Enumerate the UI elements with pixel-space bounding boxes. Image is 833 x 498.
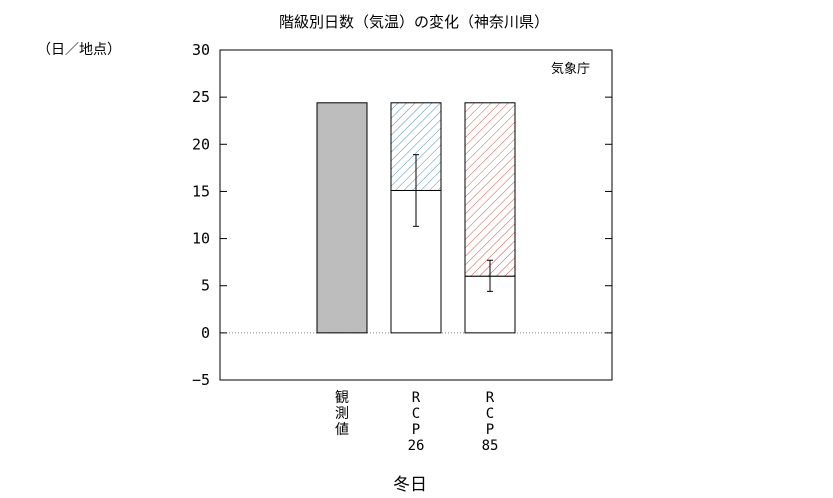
category-label: R	[412, 390, 421, 406]
category-label: P	[486, 422, 494, 438]
category-label: 26	[408, 438, 425, 454]
y-tick-label: −5	[192, 371, 210, 389]
category-label: R	[486, 390, 495, 406]
plot-frame	[219, 49, 613, 381]
category-label: 85	[482, 438, 499, 454]
y-tick-label: 25	[192, 88, 210, 106]
source-label: 気象庁	[551, 61, 590, 77]
category-label: 測	[335, 406, 349, 422]
y-tick-label: 30	[192, 41, 210, 59]
x-axis-label: 冬日	[393, 475, 427, 495]
category-label: 値	[335, 422, 349, 438]
y-tick-label: 5	[201, 277, 210, 295]
y-tick-label: 15	[192, 182, 210, 200]
category-label: C	[486, 406, 494, 422]
y-tick-label: 0	[201, 324, 210, 342]
y-tick-label: 10	[192, 230, 210, 248]
bar-observed	[316, 102, 368, 334]
bar-change-hatched	[464, 102, 516, 277]
y-axis-unit: （日／地点）	[37, 42, 121, 58]
y-tick-label: 20	[192, 135, 210, 153]
chart-title: 階級別日数（気温）の変化（神奈川県）	[279, 13, 549, 31]
category-label: 観	[335, 389, 349, 406]
category-label: P	[412, 422, 420, 438]
category-label: C	[412, 406, 420, 422]
